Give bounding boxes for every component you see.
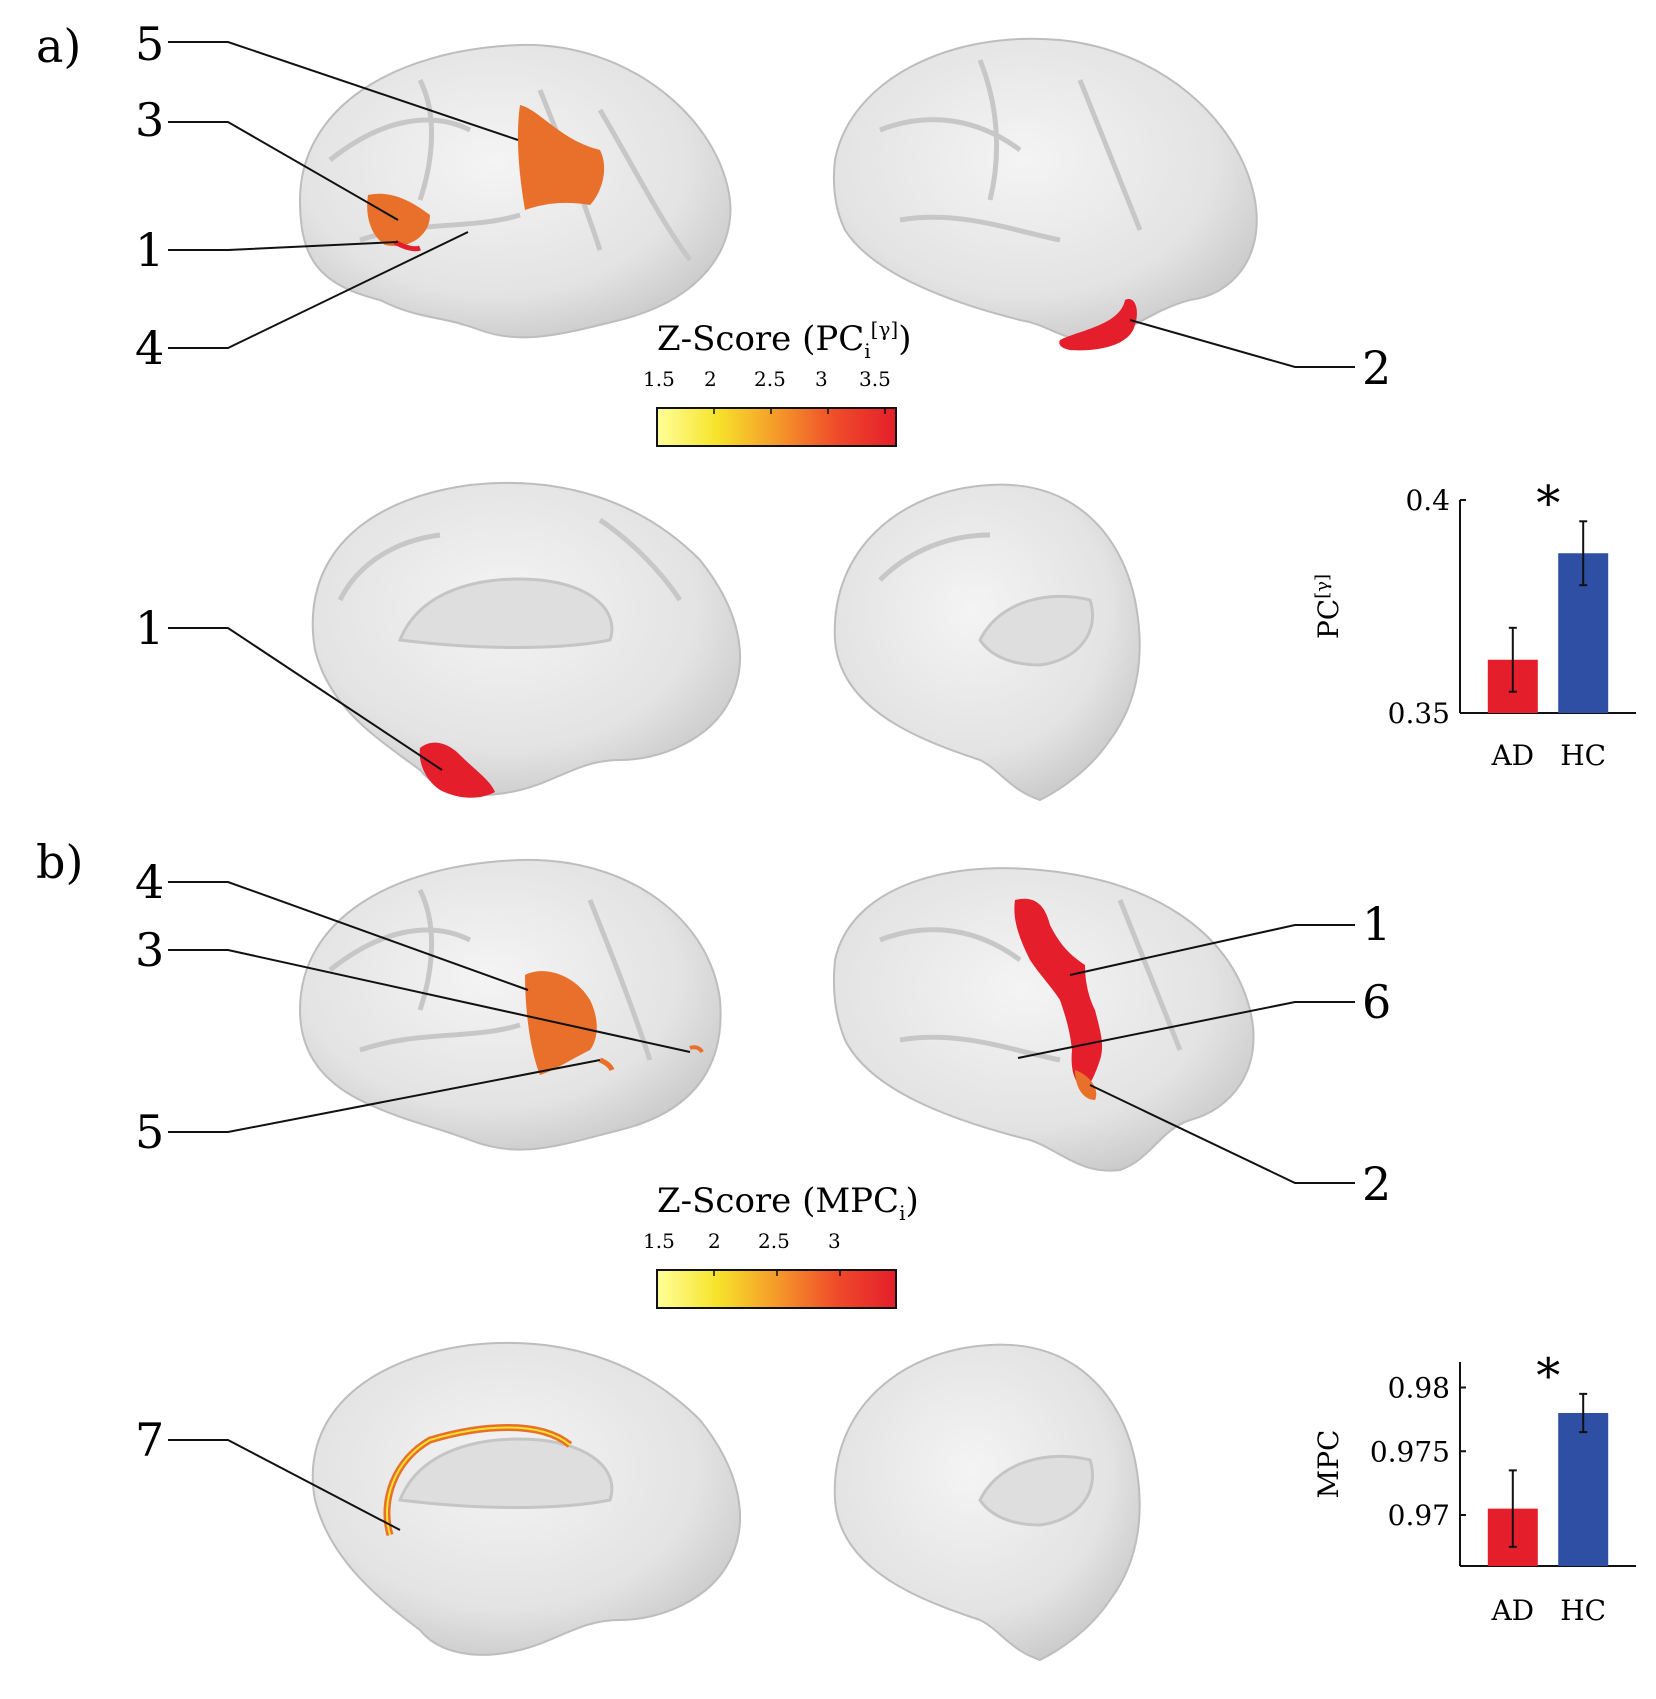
panel-tag-a: a)	[36, 19, 81, 73]
x-tick-label: AD	[1490, 739, 1534, 772]
label-a-medial-1: 1	[135, 601, 164, 655]
colorbar-b-tick: 1.5	[643, 1229, 675, 1253]
brain-medial-right-b	[833, 1343, 1141, 1662]
colorbar-a-tick: 1.5	[643, 367, 675, 391]
colorbar-a-title: Z-Score (PCi[γ])	[657, 317, 912, 363]
colorbar-a-tick: 3.5	[859, 367, 891, 391]
brain-medial-left-b	[311, 1341, 741, 1656]
label-b-2: 2	[1362, 1157, 1391, 1211]
label-a-1: 1	[135, 223, 164, 277]
brain-lateral-left-a	[298, 43, 732, 339]
label-b-3: 3	[135, 923, 164, 977]
label-b-5: 5	[135, 1105, 164, 1159]
colorbar-a-tick: 3	[815, 367, 828, 391]
y-axis-label: MPC	[1312, 1430, 1345, 1499]
label-b-6: 6	[1362, 975, 1391, 1029]
y-axis-label-text: PC	[1312, 599, 1345, 639]
label-a-5: 5	[135, 17, 164, 71]
brain-medial-right-a	[833, 483, 1141, 802]
x-tick-label: AD	[1490, 1594, 1534, 1627]
colorbar-a-tick: 2.5	[754, 367, 786, 391]
panel-tag-b: b)	[36, 835, 83, 889]
colorbar-b-tick: 3	[828, 1229, 841, 1253]
y-axis-label-text: MPC	[1312, 1430, 1345, 1499]
brain-lateral-right-b	[832, 867, 1255, 1172]
y-tick-label: 0.35	[1388, 697, 1450, 730]
y-tick-label: 0.98	[1388, 1372, 1450, 1405]
y-axis-label-sup: [γ]	[1312, 574, 1333, 599]
colorbar-b: Z-Score (MPCi) 1.5 2 2.5 3	[643, 1181, 919, 1309]
y-tick-label: 0.975	[1370, 1435, 1450, 1468]
colorbar-b-title: Z-Score (MPCi)	[657, 1181, 919, 1225]
colorbar-b-tick: 2	[708, 1229, 721, 1253]
colorbar-a-tick: 2	[704, 367, 717, 391]
y-tick-label: 0.4	[1405, 484, 1450, 517]
x-tick-label: HC	[1560, 739, 1606, 772]
bar-hc	[1558, 1413, 1609, 1566]
label-b-1: 1	[1362, 897, 1391, 951]
leader-lines-b	[168, 881, 1355, 1531]
leader-lines-a	[168, 41, 1355, 771]
brain-medial-left-a	[311, 481, 741, 798]
label-a-2: 2	[1362, 341, 1391, 395]
y-axis-label: PC[γ]	[1312, 574, 1345, 639]
significance-star: *	[1536, 475, 1560, 531]
colorbar-b-tick: 2.5	[758, 1229, 790, 1253]
bar-chart-mpc: 0.97 0.975 0.98 AD HC * MPC	[1312, 1348, 1636, 1627]
significance-star: *	[1536, 1348, 1560, 1404]
x-tick-label: HC	[1560, 1594, 1606, 1627]
bar-chart-pc: 0.35 0.4 AD HC * PC[γ]	[1312, 475, 1636, 772]
label-a-3: 3	[135, 93, 164, 147]
label-a-4: 4	[135, 321, 164, 375]
colorbar-a: Z-Score (PCi[γ]) 1.5 2 2.5 3 3.5	[643, 317, 912, 447]
label-b-7: 7	[135, 1413, 164, 1467]
brain-lateral-right-a	[832, 37, 1258, 351]
brain-lateral-left-b	[298, 858, 722, 1151]
y-tick-label: 0.97	[1388, 1499, 1450, 1532]
label-b-4: 4	[135, 855, 164, 909]
